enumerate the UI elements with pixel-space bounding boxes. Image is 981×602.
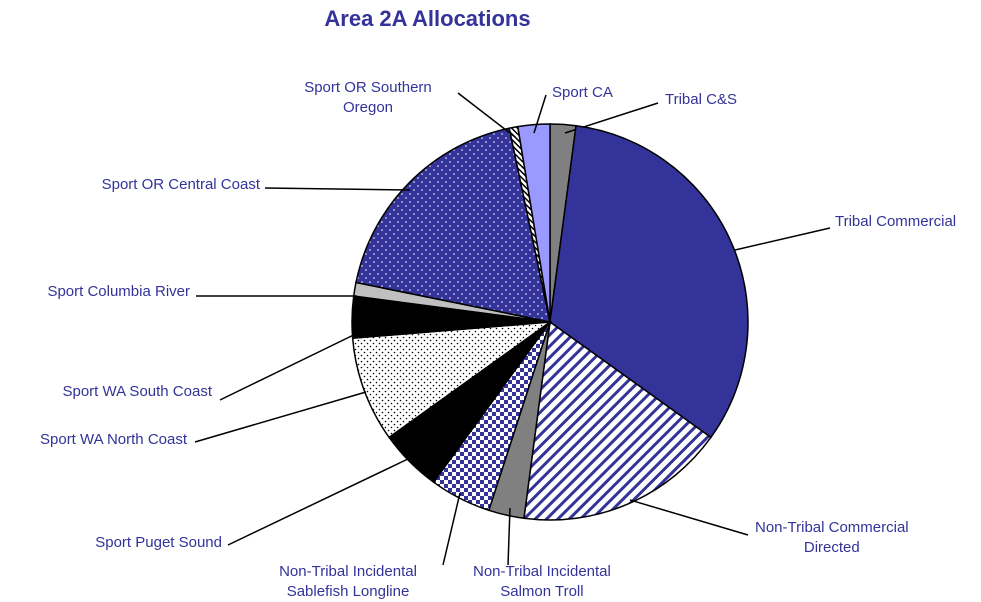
slice-label: Sport WA South Coast	[62, 383, 212, 400]
slice-label: Sport CA	[552, 84, 613, 101]
leader-line	[457, 92, 516, 138]
slice-label: Non-Tribal Incidental Sablefish Longline	[279, 563, 417, 600]
slice-label: Sport Puget Sound	[95, 534, 222, 551]
slice-label: Sport WA North Coast	[40, 431, 187, 448]
slice-label: Tribal C&S	[665, 91, 737, 108]
leader-line	[734, 227, 831, 251]
leader-line	[264, 187, 411, 191]
leader-line	[442, 492, 461, 566]
slice-label: Non-Tribal Commercial Directed	[755, 519, 909, 556]
slice-label: Sport OR Central Coast	[101, 176, 260, 193]
slice-label: Sport Columbia River	[47, 283, 190, 300]
slice-label: Tribal Commercial	[835, 213, 957, 230]
leader-line	[194, 391, 367, 443]
pie-slice	[549, 124, 749, 439]
leader-line	[629, 499, 749, 536]
pie-slice	[516, 123, 551, 323]
leader-line	[507, 507, 511, 566]
chart-title: Area 2A Allocations	[324, 6, 531, 31]
slice-label: Non-Tribal Incidental Salmon Troll	[473, 563, 611, 600]
pie-slice	[351, 321, 553, 439]
leader-line	[533, 94, 547, 134]
slice-label: Sport OR Southern Oregon	[304, 79, 432, 116]
leader-line	[227, 457, 411, 546]
pie-slice	[355, 127, 551, 323]
pie-slice	[523, 320, 712, 521]
leader-line	[219, 326, 371, 401]
